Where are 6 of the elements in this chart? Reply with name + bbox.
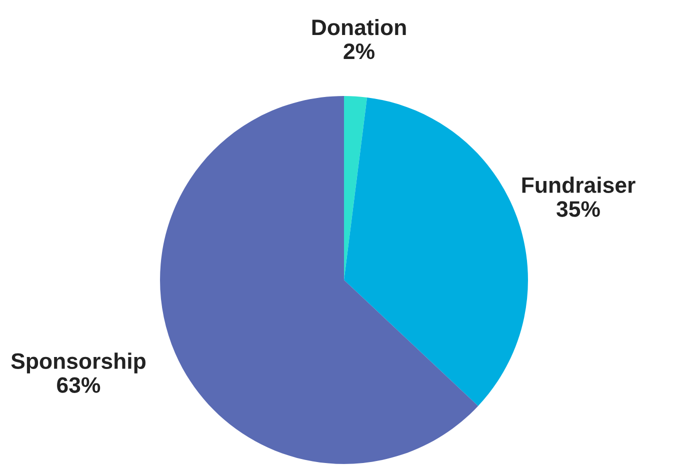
slice-label: Fundraiser: [522, 176, 636, 193]
slice-label: Donation: [312, 18, 406, 36]
data-label: 63%: [57, 377, 100, 393]
slice-label: Sponsorship: [11, 352, 146, 374]
data-label: 35%: [556, 201, 600, 217]
data-label: 2%: [344, 43, 374, 60]
